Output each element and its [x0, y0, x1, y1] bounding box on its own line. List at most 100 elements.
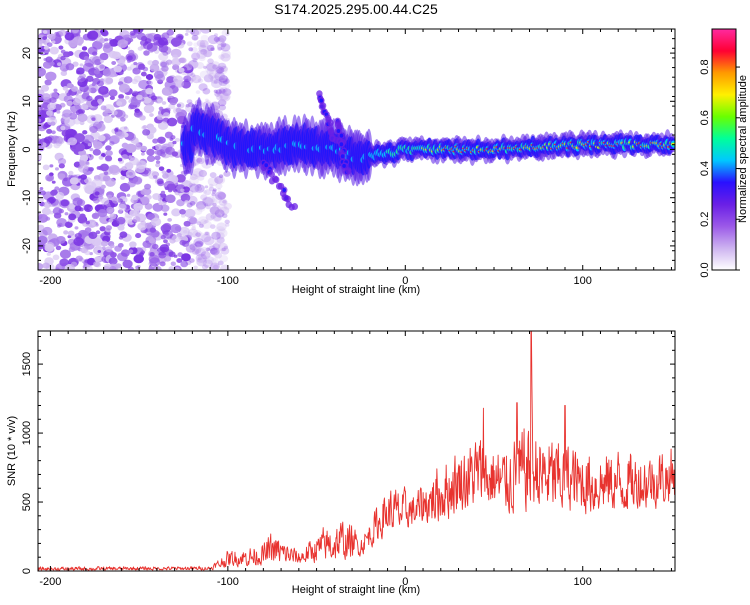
noise-blob — [174, 267, 180, 270]
noise-blob — [66, 82, 73, 88]
noise-blob — [79, 84, 89, 93]
noise-blob — [55, 245, 62, 251]
noise-blob — [192, 168, 204, 178]
noise-blob — [125, 143, 137, 153]
noise-blob — [216, 43, 225, 51]
noise-blob — [100, 59, 104, 63]
noise-blob — [59, 249, 72, 259]
noise-blob — [213, 214, 222, 222]
noise-blob — [172, 54, 179, 60]
noise-blob — [74, 226, 79, 230]
noise-blob — [138, 29, 144, 32]
noise-blob — [220, 53, 231, 62]
noise-blob — [161, 32, 170, 39]
colorbar-tick-label: 0.4 — [699, 161, 711, 176]
noise-blob — [46, 128, 53, 134]
noise-blob — [86, 95, 93, 102]
noise-blob — [122, 259, 133, 269]
noise-blob — [109, 265, 117, 270]
noise-blob — [192, 248, 200, 255]
noise-blob — [184, 200, 189, 204]
noise-blob — [199, 40, 209, 48]
noise-blob — [207, 58, 214, 64]
noise-blob — [203, 74, 214, 83]
noise-blob — [43, 136, 53, 144]
snr-ytick-label: 500 — [21, 493, 33, 511]
noise-blob — [94, 256, 102, 262]
noise-blob — [203, 49, 213, 58]
noise-blob — [220, 92, 229, 101]
noise-blob — [213, 264, 219, 270]
noise-blob — [196, 257, 207, 267]
noise-blob — [216, 94, 223, 101]
noise-blob — [167, 217, 172, 222]
noise-blob — [133, 254, 145, 264]
noise-blob — [212, 202, 217, 207]
branch-blob — [336, 128, 341, 133]
noise-blob — [100, 105, 107, 111]
noise-blob — [209, 247, 218, 255]
noise-blob — [201, 220, 212, 229]
noise-blob — [140, 145, 148, 152]
noise-blob — [38, 263, 44, 270]
noise-blob — [197, 78, 204, 83]
noise-blob — [108, 50, 118, 59]
noise-blob — [58, 29, 67, 37]
noise-blob — [211, 257, 219, 265]
noise-blob — [42, 124, 48, 130]
noise-blob — [197, 216, 208, 225]
noise-blob — [150, 217, 162, 227]
noise-blob — [128, 155, 133, 159]
noise-blob — [192, 230, 203, 239]
noise-blob — [167, 141, 175, 148]
noise-blob — [198, 46, 210, 56]
noise-blob — [66, 100, 73, 106]
noise-blob — [198, 169, 208, 177]
noise-blob — [149, 257, 161, 267]
noise-blob — [220, 42, 227, 48]
noise-blob — [118, 94, 125, 99]
noise-blob — [187, 228, 199, 238]
noise-blob — [92, 197, 100, 204]
noise-blob — [216, 222, 227, 232]
noise-blob — [155, 144, 163, 151]
noise-blob — [210, 247, 220, 256]
noise-blob — [67, 230, 75, 236]
noise-blob — [196, 39, 206, 47]
noise-blob — [184, 32, 189, 36]
noise-blob — [106, 194, 113, 200]
noise-blob — [139, 252, 144, 257]
noise-blob — [105, 225, 112, 231]
noise-blob — [183, 75, 192, 83]
noise-blob — [200, 194, 208, 201]
noise-blob — [203, 65, 207, 69]
noise-blob — [97, 209, 108, 218]
noise-blob — [146, 155, 156, 163]
colorbar-tick-label: 0.8 — [699, 59, 711, 74]
noise-blob — [74, 232, 83, 239]
noise-blob — [195, 253, 207, 263]
noise-blob — [157, 136, 166, 144]
noise-blob — [133, 75, 142, 83]
noise-blob — [113, 65, 122, 73]
noise-blob — [83, 56, 90, 61]
noise-blob — [157, 98, 163, 103]
snr-xtick-label: 100 — [574, 576, 592, 588]
noise-blob — [147, 60, 154, 66]
noise-blob — [95, 230, 101, 235]
noise-blob — [194, 184, 205, 193]
noise-blob — [201, 264, 208, 270]
noise-blob — [119, 71, 124, 76]
branch-blob — [273, 176, 280, 184]
noise-blob — [203, 189, 212, 196]
noise-blob — [218, 54, 225, 60]
noise-blob — [149, 113, 154, 118]
noise-blob — [196, 186, 202, 192]
noise-blob — [60, 199, 70, 207]
noise-blob — [155, 163, 161, 168]
noise-blob — [164, 231, 170, 236]
noise-blob — [196, 157, 203, 163]
noise-blob — [149, 252, 155, 257]
noise-blob — [203, 236, 215, 246]
